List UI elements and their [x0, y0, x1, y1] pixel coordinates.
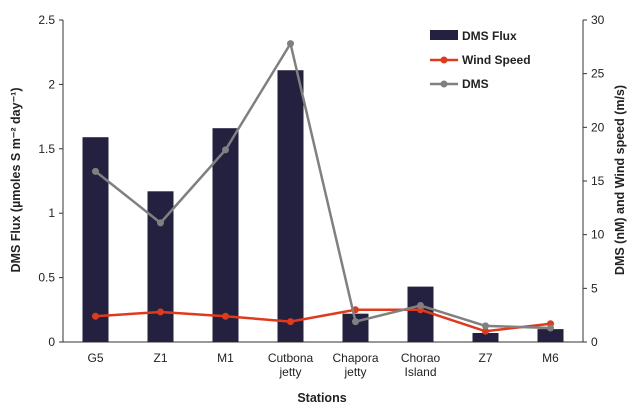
x-tick-label: Chorao Island — [401, 351, 441, 379]
y-right-tick-label: 15 — [591, 174, 605, 188]
point-dms — [157, 219, 164, 227]
x-tick-label: Z7 — [478, 351, 492, 365]
y-left-tick-label: 0 — [48, 335, 55, 349]
point-wind-speed — [482, 327, 489, 335]
line-wind-speed — [95, 308, 551, 333]
point-wind-speed — [92, 312, 99, 320]
x-tick-label: Chapora jetty — [332, 351, 378, 379]
line-dms — [94, 40, 551, 330]
y-left-tick-label: 1.5 — [38, 142, 55, 156]
point-dms — [222, 146, 229, 154]
point-dms — [352, 318, 359, 326]
x-tick-label: Cutbona jetty — [268, 351, 314, 379]
y-right-tick-label: 5 — [591, 281, 598, 295]
y-left-tick-label: 0.5 — [38, 271, 55, 285]
x-tick-label: Z1 — [153, 351, 167, 365]
y-right-tick-label: 10 — [591, 228, 605, 242]
point-dms — [482, 322, 489, 330]
legend-label-dms-flux: DMS Flux — [462, 29, 517, 43]
y-left-tick-label: 1 — [48, 206, 55, 220]
x-tick-label: M1 — [217, 351, 234, 365]
point-dms — [417, 302, 424, 310]
y-right-tick-label: 20 — [591, 120, 605, 134]
point-dms — [92, 167, 99, 175]
bar-dms-flux — [277, 70, 304, 343]
legend-marker-dms — [440, 80, 448, 88]
bar-dms-flux — [407, 286, 434, 342]
y-right-tick-label: 0 — [591, 335, 598, 349]
bar-dms-flux — [212, 128, 239, 342]
point-wind-speed — [222, 312, 229, 320]
bar-dms-flux — [472, 332, 499, 342]
legend-marker-wind-speed — [440, 56, 448, 64]
point-dms — [287, 40, 294, 48]
y-left-tick-label: 2.5 — [38, 13, 55, 27]
y-right-tick-label: 25 — [591, 67, 605, 81]
y-left-tick-label: 2 — [48, 77, 55, 91]
y-right-tick-label: 30 — [591, 13, 605, 27]
legend-label-wind-speed: Wind Speed — [462, 53, 531, 67]
point-wind-speed — [287, 318, 294, 326]
bar-dms-flux — [537, 329, 564, 342]
point-wind-speed — [157, 308, 164, 316]
x-tick-label: M6 — [542, 351, 559, 365]
y-axis-right-title: DMS (nM) and Wind speed (m/s) — [613, 85, 627, 275]
y-axis-left-title: DMS Flux (µmoles S m⁻² day⁻¹) — [9, 87, 23, 272]
legend-swatch-dms-flux — [430, 30, 458, 40]
x-tick-label: G5 — [87, 351, 103, 365]
legend-label-dms: DMS — [462, 77, 489, 91]
point-dms — [547, 324, 554, 332]
x-axis-title: Stations — [297, 391, 346, 405]
